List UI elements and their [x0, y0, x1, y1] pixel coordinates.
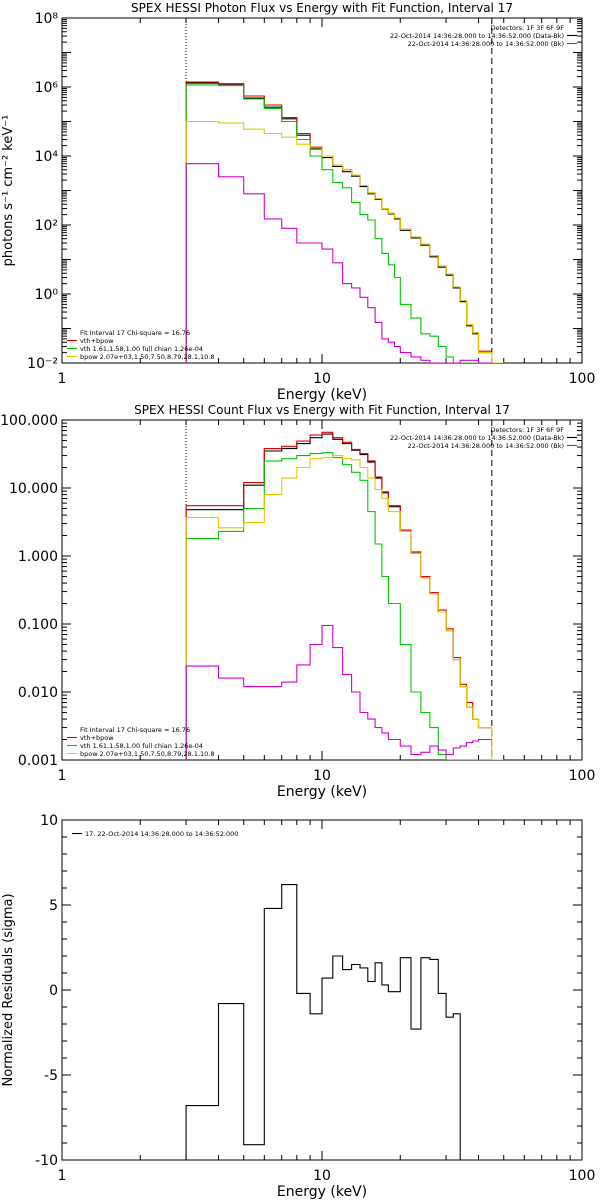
series-line-4: [185, 624, 492, 760]
series-line-0: [185, 82, 492, 363]
series-line-1: [185, 431, 492, 760]
legend-top-right-text: 22-Oct-2014 14:36:28.000 to 14:36:52.000…: [390, 32, 564, 40]
y-axis-label: Normalized Residuals (sigma): [1, 893, 16, 1086]
legend-top-right-text: Detectors: 1F 3F 6F 9F: [490, 24, 564, 32]
x-tick-label: 10: [313, 1168, 331, 1184]
series-line-3: [185, 120, 504, 363]
x-tick-label: 10: [313, 768, 331, 784]
photon-flux-panel: SPEX HESSI Photon Flux vs Energy with Fi…: [1, 1, 595, 403]
x-tick-label: 1: [58, 371, 67, 387]
legend-top-right-text: 22-Oct-2014 14:36:28.000 to 14:36:52.000…: [390, 434, 564, 442]
x-axis-label: Energy (keV): [277, 1184, 367, 1200]
x-tick-label: 100: [569, 1168, 596, 1184]
y-tick-label: 10⁻²: [27, 356, 58, 372]
legend-top-right-text: 22-Oct-2014 14:36:28.000 to 14:36:52.000…: [408, 442, 564, 450]
y-tick-label: 5: [49, 898, 58, 914]
chart-title: SPEX HESSI Count Flux vs Energy with Fit…: [134, 403, 510, 417]
legend-bottom-left-text: vth 1.61,1.58,1.00 full chian 1.26e-04: [80, 345, 203, 353]
y-tick-label: 0: [49, 983, 58, 999]
series-line-3: [185, 455, 504, 760]
legend-bottom-left-text: vth 1.61,1.58,1.00 full chian 1.26e-04: [80, 742, 203, 750]
y-tick-label: 10.000: [9, 481, 58, 497]
y-tick-label: 0.100: [18, 617, 58, 633]
chart-title: SPEX HESSI Photon Flux vs Energy with Fi…: [131, 1, 513, 15]
y-tick-label: 0.010: [18, 685, 58, 701]
series-line-2: [185, 84, 492, 363]
y-tick-label: 10⁶: [35, 80, 59, 96]
legend-bottom-left-text: vth+bpow: [80, 734, 114, 742]
x-axis-label: Energy (keV): [277, 387, 367, 403]
y-tick-label: 0.001: [18, 753, 58, 769]
count-flux-panel: SPEX HESSI Count Flux vs Energy with Fit…: [0, 403, 595, 800]
y-axis-label: photons s⁻¹ cm⁻² keV⁻¹: [1, 115, 16, 267]
plot-frame: [61, 419, 583, 761]
legend-bottom-left-text: Fit Interval 17 Chi-square = 16.76: [80, 726, 190, 734]
series-line-1: [185, 81, 492, 363]
x-tick-label: 100: [569, 768, 596, 784]
legend-bottom-left-text: vth+bpow: [80, 337, 114, 345]
y-tick-label: -10: [35, 1153, 58, 1169]
x-tick-label: 10: [313, 371, 331, 387]
legend-top-right-text: Detectors: 1F 3F 6F 9F: [490, 426, 564, 434]
x-tick-label: 1: [58, 1168, 67, 1184]
x-tick-label: 100: [569, 371, 596, 387]
series-line-4: [185, 163, 492, 363]
y-tick-label: 10⁴: [35, 149, 59, 165]
y-tick-label: -5: [44, 1068, 58, 1084]
x-axis-label: Energy (keV): [277, 784, 367, 800]
y-tick-label: 100.000: [0, 413, 58, 429]
y-tick-label: 10: [40, 813, 58, 829]
series-line-0: [185, 433, 492, 760]
y-tick-label: 1.000: [18, 549, 58, 565]
legend-top-left-text: 17. 22-Oct-2014 14:36:28.000 to 14:36:52…: [85, 830, 238, 838]
legend-bottom-left-text: bpow 2.07e+03,1.50,7.50,8.79,28.1,10.8: [80, 353, 215, 361]
series-line-2: [185, 452, 492, 760]
legend-bottom-left-text: bpow 2.07e+03,1.50,7.50,8.79,28.1,10.8: [80, 750, 215, 758]
residuals-panel: 1 10 100 Energy (keV) -10 -5 0 5 10 Normalized Re…: [1, 813, 595, 1200]
plot-frame: [61, 17, 583, 364]
legend-top-right-text: 22-Oct-2014 14:36:28.000 to 14:36:52.000…: [408, 40, 564, 48]
y-tick-label: 10⁰: [35, 287, 59, 303]
series-line-0: [185, 884, 461, 1160]
x-tick-label: 1: [58, 768, 67, 784]
y-tick-label: 10⁸: [35, 11, 59, 27]
y-tick-label: 10²: [35, 218, 58, 234]
legend-bottom-left-text: Fit Interval 17 Chi-square = 16.76: [80, 329, 190, 337]
